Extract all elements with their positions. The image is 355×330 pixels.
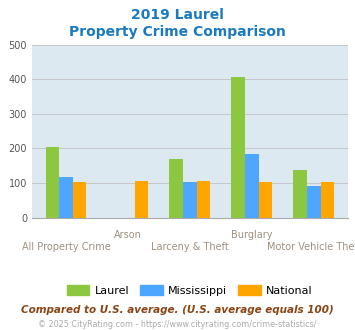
Text: All Property Crime: All Property Crime — [22, 242, 110, 252]
Bar — [231, 78, 245, 218]
Text: Property Crime Comparison: Property Crime Comparison — [69, 25, 286, 39]
Bar — [59, 177, 73, 218]
Bar — [135, 182, 148, 218]
Text: 2019 Laurel: 2019 Laurel — [131, 8, 224, 22]
Legend: Laurel, Mississippi, National: Laurel, Mississippi, National — [62, 280, 317, 300]
Text: © 2025 CityRating.com - https://www.cityrating.com/crime-statistics/: © 2025 CityRating.com - https://www.city… — [38, 320, 317, 329]
Bar — [245, 154, 259, 218]
Bar — [169, 159, 183, 218]
Text: Larceny & Theft: Larceny & Theft — [151, 242, 229, 252]
Text: Motor Vehicle Theft: Motor Vehicle Theft — [267, 242, 355, 252]
Bar — [321, 182, 334, 218]
Text: Compared to U.S. average. (U.S. average equals 100): Compared to U.S. average. (U.S. average … — [21, 305, 334, 315]
Bar — [307, 186, 321, 218]
Bar — [293, 170, 307, 218]
Text: Burglary: Burglary — [231, 230, 273, 240]
Bar — [259, 182, 272, 218]
Bar — [183, 182, 197, 218]
Text: Arson: Arson — [114, 230, 142, 240]
Bar — [73, 182, 87, 218]
Bar — [197, 182, 211, 218]
Bar — [45, 147, 59, 218]
